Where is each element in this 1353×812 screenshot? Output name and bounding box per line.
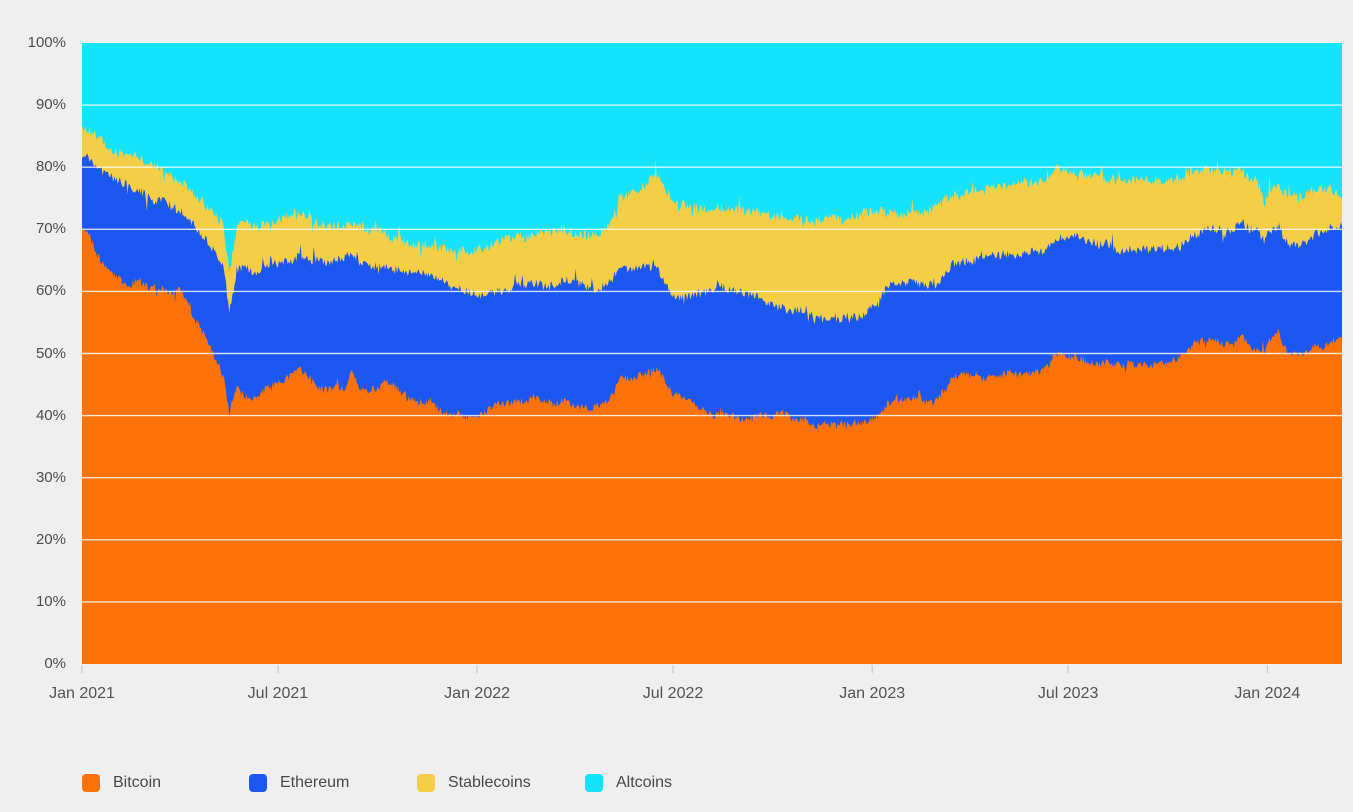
y-tick-label: 30% <box>35 468 66 486</box>
legend-label: Bitcoin <box>113 773 162 791</box>
legend-label: Stablecoins <box>448 773 531 791</box>
legend-item-altcoins[interactable]: Altcoins <box>585 766 672 799</box>
legend-label: Altcoins <box>616 773 673 791</box>
y-tick-label: 0% <box>44 655 66 672</box>
x-tick-label: Jan 2023 <box>839 685 906 702</box>
y-tick-label: 10% <box>35 592 66 610</box>
legend-item-bitcoin[interactable]: Bitcoin <box>82 766 161 799</box>
x-tick-label: Jul 2023 <box>1037 685 1099 702</box>
y-tick-label: 80% <box>35 158 66 176</box>
y-tick-label: 20% <box>35 530 66 548</box>
y-tick-label: 50% <box>35 344 66 362</box>
y-tick-label: 100% <box>27 34 66 51</box>
ethereum-swatch-icon <box>249 773 267 792</box>
legend-item-stablecoins[interactable]: Stablecoins <box>417 766 531 799</box>
y-tick-label: 60% <box>35 282 66 300</box>
x-tick-label: Jul 2021 <box>247 685 309 702</box>
bitcoin-swatch-icon <box>82 773 100 792</box>
x-tick-label: Jan 2022 <box>444 685 511 702</box>
stablecoins-swatch-icon <box>417 773 435 792</box>
x-tick-label: Jul 2022 <box>642 685 704 702</box>
y-tick-label: 90% <box>35 96 66 114</box>
x-tick-label: Jan 2021 <box>49 685 115 702</box>
bitcoin-area <box>82 226 1342 664</box>
legend-label: Ethereum <box>280 773 350 791</box>
y-tick-label: 70% <box>35 220 66 238</box>
x-tick-label: Jan 2024 <box>1234 685 1301 702</box>
altcoins-swatch-icon <box>585 773 603 792</box>
legend-item-ethereum[interactable]: Ethereum <box>249 766 349 799</box>
y-tick-label: 40% <box>35 406 66 424</box>
